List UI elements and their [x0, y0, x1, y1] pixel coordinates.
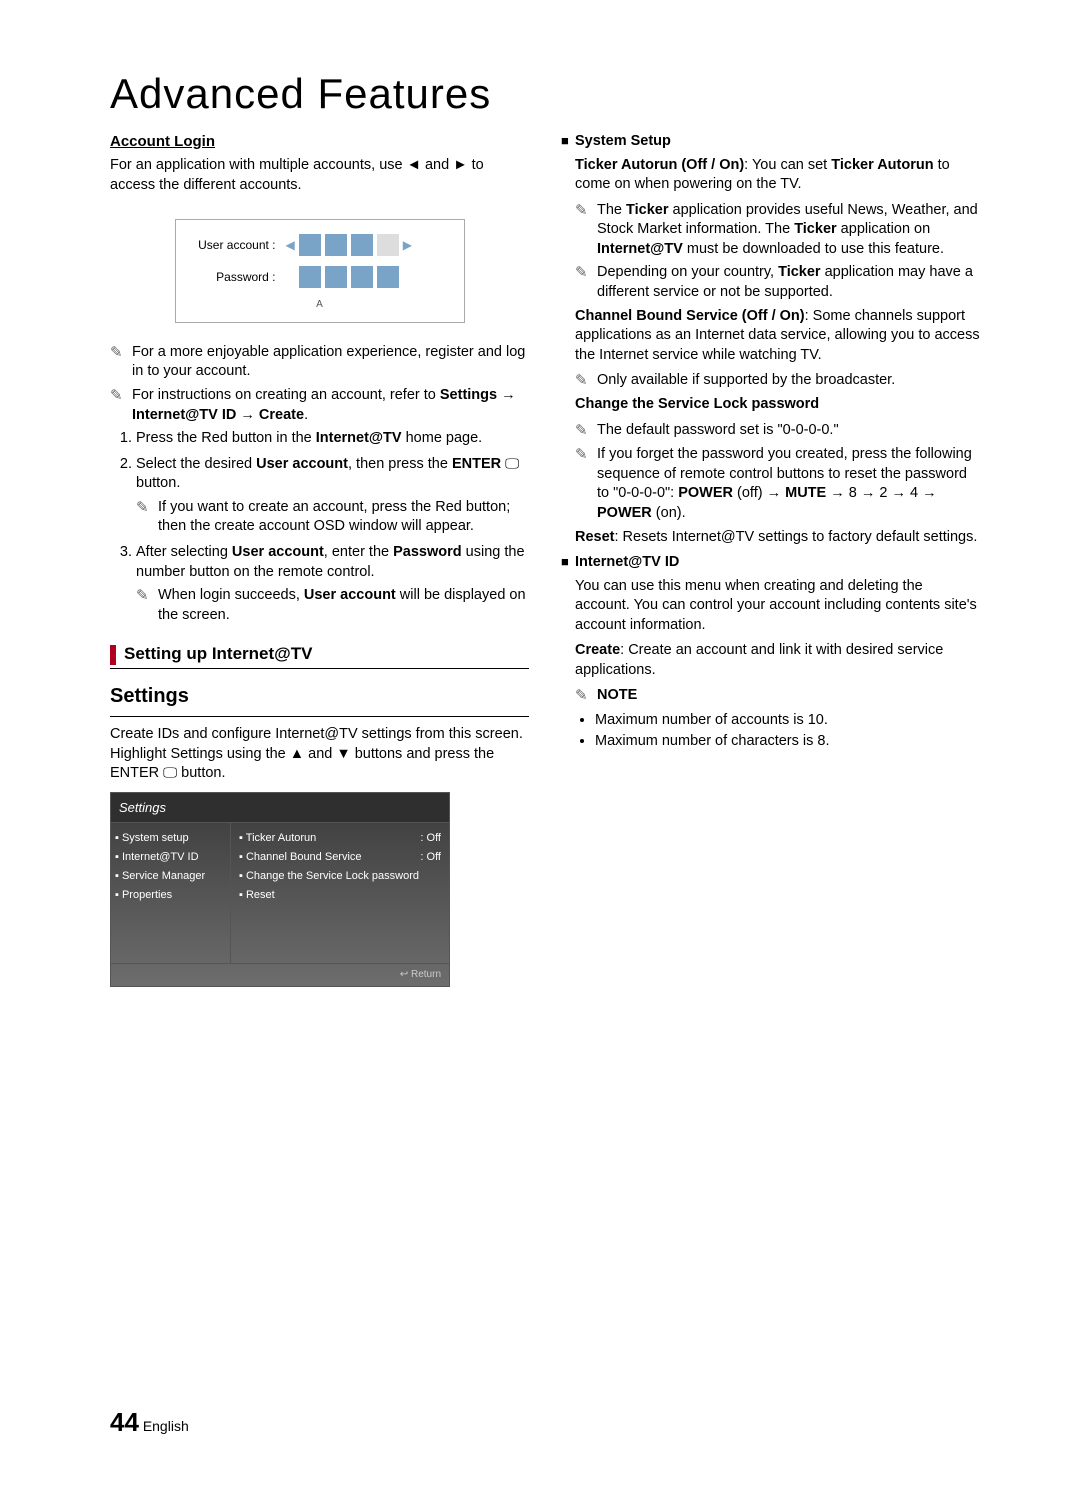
shot-right-panel: ▪ Ticker Autorun: Off ▪ Channel Bound Se…: [231, 823, 449, 963]
note-text: For instructions on creating an account,…: [132, 386, 529, 425]
shot-option: ▪ Change the Service Lock password: [239, 867, 441, 886]
page-footer: 44 English: [110, 1407, 189, 1438]
settings-para: Create IDs and configure Internet@TV set…: [110, 725, 529, 784]
bar-accent: [110, 645, 116, 665]
cbs-para: Channel Bound Service (Off / On): Some c…: [561, 307, 980, 366]
pwd-char-cell: [377, 266, 399, 288]
right-arrow-icon: ▶: [399, 237, 416, 253]
create-para: Create: Create an account and link it wi…: [561, 641, 980, 680]
user-account-label: User account :: [186, 237, 282, 253]
shot-return: ↩ Return: [111, 963, 449, 986]
subsection-heading: Setting up Internet@TV: [110, 643, 529, 666]
shot-title: Settings: [111, 793, 449, 824]
shot-menu-item: ▪ Properties: [115, 886, 226, 905]
note-text: For a more enjoyable application experie…: [132, 343, 529, 382]
pwd-char-cell: [299, 266, 321, 288]
note-icon: ✎: [575, 201, 597, 260]
note-icon: ✎: [575, 263, 597, 302]
note-icon: ✎: [575, 371, 597, 391]
note-icon: ✎: [575, 445, 597, 523]
pwd-char-cell: [351, 266, 373, 288]
internet-tv-id-para: You can use this menu when creating and …: [561, 577, 980, 636]
shot-left-menu: ▪ System setup ▪ Internet@TV ID ▪ Servic…: [111, 823, 231, 963]
login-a-mark: A: [186, 298, 454, 312]
reset-para: Reset: Resets Internet@TV settings to fa…: [561, 528, 980, 548]
page-language: English: [143, 1418, 189, 1434]
note-icon: ✎: [110, 343, 132, 382]
note-text: If you want to create an account, press …: [158, 498, 529, 537]
shot-menu-item: ▪ System setup: [115, 829, 226, 848]
note-text: Only available if supported by the broad…: [597, 371, 980, 391]
login-steps: Press the Red button in the Internet@TV …: [110, 429, 529, 625]
note-list-item: Maximum number of characters is 8.: [595, 732, 980, 752]
note-icon: ✎: [136, 586, 158, 625]
account-login-heading: Account Login: [110, 132, 529, 152]
square-bullet-icon: ■: [561, 132, 575, 152]
internet-tv-id-heading: Internet@TV ID: [575, 553, 980, 573]
left-column: Account Login For an application with mu…: [110, 126, 529, 987]
login-diagram: User account : ◀ ▶ Password : ◀: [110, 219, 529, 323]
shot-option: ▪ Reset: [239, 886, 441, 905]
note-text: When login succeeds, User account will b…: [158, 586, 529, 625]
note-text: If you forget the password you created, …: [597, 445, 980, 523]
note-text: Depending on your country, Ticker applic…: [597, 263, 980, 302]
note-icon: ✎: [575, 686, 597, 706]
user-char-cell: [299, 234, 321, 256]
settings-heading: Settings: [110, 683, 529, 710]
user-char-cell: [377, 234, 399, 256]
note-list-item: Maximum number of accounts is 10.: [595, 711, 980, 731]
change-pwd-heading: Change the Service Lock password: [561, 395, 980, 415]
page-title: Advanced Features: [110, 70, 980, 118]
user-char-cell: [351, 234, 373, 256]
note-list: Maximum number of accounts is 10. Maximu…: [561, 711, 980, 752]
shot-menu-item: ▪ Service Manager: [115, 867, 226, 886]
account-login-para: For an application with multiple account…: [110, 156, 529, 195]
ticker-autorun-para: Ticker Autorun (Off / On): You can set T…: [561, 156, 980, 195]
note-icon: ✎: [136, 498, 158, 537]
left-arrow-icon: ◀: [282, 237, 299, 253]
system-setup-heading: System Setup: [575, 132, 980, 152]
step-item: Select the desired User account, then pr…: [136, 455, 529, 537]
user-char-cell: [325, 234, 347, 256]
note-heading: NOTE: [597, 686, 980, 706]
shot-option: ▪ Channel Bound Service: Off: [239, 848, 441, 867]
right-column: ■ System Setup Ticker Autorun (Off / On)…: [561, 126, 980, 987]
square-bullet-icon: ■: [561, 553, 575, 573]
settings-screenshot: Settings ▪ System setup ▪ Internet@TV ID…: [110, 792, 450, 987]
note-text: The default password set is "0-0-0-0.": [597, 421, 980, 441]
shot-menu-item: ▪ Internet@TV ID: [115, 848, 226, 867]
password-label: Password :: [186, 269, 282, 285]
note-icon: ✎: [110, 386, 132, 425]
note-icon: ✎: [575, 421, 597, 441]
step-item: After selecting User account, enter the …: [136, 543, 529, 625]
page-number: 44: [110, 1407, 139, 1437]
shot-option: ▪ Ticker Autorun: Off: [239, 829, 441, 848]
step-item: Press the Red button in the Internet@TV …: [136, 429, 529, 449]
pwd-char-cell: [325, 266, 347, 288]
note-text: The Ticker application provides useful N…: [597, 201, 980, 260]
